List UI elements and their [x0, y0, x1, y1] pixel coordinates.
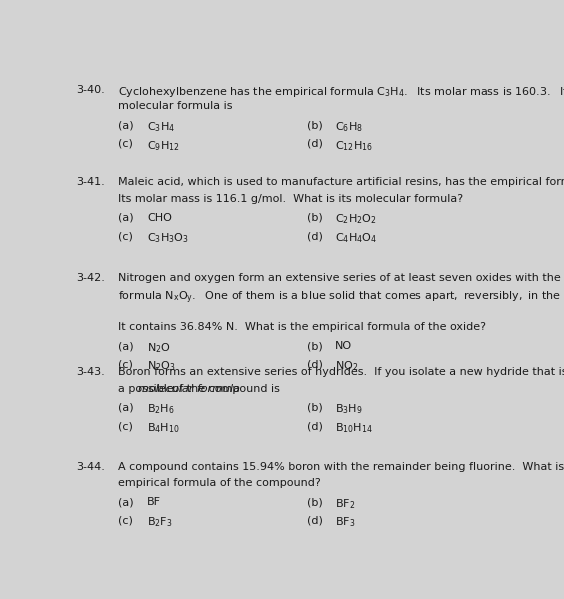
Text: 3-40.: 3-40. — [76, 85, 104, 95]
Text: Nitrogen and oxygen form an extensive series of at least seven oxides with the g: Nitrogen and oxygen form an extensive se… — [118, 273, 564, 283]
Text: Its molar mass is 116.1 g/mol.  What is its molecular formula?: Its molar mass is 116.1 g/mol. What is i… — [118, 193, 463, 204]
Text: (d): (d) — [307, 516, 323, 525]
Text: (a): (a) — [118, 120, 133, 131]
Text: $\mathregular{C}_{\mathregular{3}}\mathregular{H}_{\mathregular{4}}$: $\mathregular{C}_{\mathregular{3}}\mathr… — [147, 120, 175, 134]
Text: (b): (b) — [307, 497, 322, 507]
Text: $\mathregular{NO}_{\mathregular{2}}$: $\mathregular{NO}_{\mathregular{2}}$ — [335, 359, 358, 374]
Text: (b): (b) — [307, 120, 322, 131]
Text: (d): (d) — [307, 231, 323, 241]
Text: $\mathregular{B}_{\mathregular{2}}\mathregular{F}_{\mathregular{3}}$: $\mathregular{B}_{\mathregular{2}}\mathr… — [147, 516, 173, 530]
Text: $\mathregular{C}_{\mathregular{9}}\mathregular{H}_{\mathregular{12}}$: $\mathregular{C}_{\mathregular{9}}\mathr… — [147, 139, 180, 153]
Text: A compound contains 15.94% boron with the remainder being fluorine.  What is the: A compound contains 15.94% boron with th… — [118, 462, 564, 471]
Text: $\mathregular{BF}_{\mathregular{2}}$: $\mathregular{BF}_{\mathregular{2}}$ — [335, 497, 355, 511]
Text: (d): (d) — [307, 139, 323, 149]
Text: (a): (a) — [118, 403, 133, 413]
Text: molecular formula: molecular formula — [138, 384, 240, 394]
Text: (d): (d) — [307, 421, 323, 431]
Text: 3-41.: 3-41. — [76, 177, 104, 187]
Text: $\mathregular{formula\ N}_{\mathregular{x}}\mathregular{O}_{\mathregular{y}}\mat: $\mathregular{formula\ N}_{\mathregular{… — [118, 289, 564, 305]
Text: (a): (a) — [118, 341, 133, 351]
Text: $\mathregular{C}_{\mathregular{3}}\mathregular{H}_{\mathregular{3}}\mathregular{: $\mathregular{C}_{\mathregular{3}}\mathr… — [147, 231, 189, 245]
Text: $\mathregular{C}_{\mathregular{4}}\mathregular{H}_{\mathregular{4}}\mathregular{: $\mathregular{C}_{\mathregular{4}}\mathr… — [335, 231, 377, 245]
Text: a possible: a possible — [118, 384, 177, 394]
Text: CHO: CHO — [147, 213, 172, 223]
Text: molecular formula is: molecular formula is — [118, 101, 232, 111]
Text: (c): (c) — [118, 139, 133, 149]
Text: (c): (c) — [118, 359, 133, 370]
Text: Boron forms an extensive series of hydrides.  If you isolate a new hydride that : Boron forms an extensive series of hydri… — [118, 367, 564, 377]
Text: 3-44.: 3-44. — [76, 462, 104, 471]
Text: (c): (c) — [118, 516, 133, 525]
Text: (a): (a) — [118, 497, 133, 507]
Text: $\mathregular{C}_{\mathregular{12}}\mathregular{H}_{\mathregular{16}}$: $\mathregular{C}_{\mathregular{12}}\math… — [335, 139, 373, 153]
Text: $\mathregular{C}_{\mathregular{2}}\mathregular{H}_{\mathregular{2}}\mathregular{: $\mathregular{C}_{\mathregular{2}}\mathr… — [335, 213, 377, 226]
Text: $\mathregular{N}_{\mathregular{2}}\mathregular{O}_{\mathregular{3}}$: $\mathregular{N}_{\mathregular{2}}\mathr… — [147, 359, 176, 374]
Text: (c): (c) — [118, 231, 133, 241]
Text: (b): (b) — [307, 213, 322, 223]
Text: Maleic acid, which is used to manufacture artificial resins, has the empirical f: Maleic acid, which is used to manufactur… — [118, 177, 564, 187]
Text: $\mathregular{B}_{\mathregular{2}}\mathregular{H}_{\mathregular{6}}$: $\mathregular{B}_{\mathregular{2}}\mathr… — [147, 403, 175, 416]
Text: $\mathregular{B}_{\mathregular{3}}\mathregular{H}_{\mathregular{9}}$: $\mathregular{B}_{\mathregular{3}}\mathr… — [335, 403, 363, 416]
Text: of the compound is: of the compound is — [169, 384, 280, 394]
Text: empirical formula of the compound?: empirical formula of the compound? — [118, 478, 320, 488]
Text: $\mathregular{BF}_{\mathregular{3}}$: $\mathregular{BF}_{\mathregular{3}}$ — [335, 516, 355, 530]
Text: $\mathregular{B}_{\mathregular{10}}\mathregular{H}_{\mathregular{14}}$: $\mathregular{B}_{\mathregular{10}}\math… — [335, 421, 373, 435]
Text: $\mathregular{N}_{\mathregular{2}}\mathregular{O}$: $\mathregular{N}_{\mathregular{2}}\mathr… — [147, 341, 171, 355]
Text: 3-42.: 3-42. — [76, 273, 104, 283]
Text: $\mathregular{B}_{\mathregular{4}}\mathregular{H}_{\mathregular{10}}$: $\mathregular{B}_{\mathregular{4}}\mathr… — [147, 421, 180, 435]
Text: 3-43.: 3-43. — [76, 367, 104, 377]
Text: BF: BF — [147, 497, 161, 507]
Text: (d): (d) — [307, 359, 323, 370]
Text: $\mathregular{Cyclohexylbenzene\ has\ the\ empirical\ formula\ C}_{\mathregular{: $\mathregular{Cyclohexylbenzene\ has\ th… — [118, 85, 564, 99]
Text: (b): (b) — [307, 403, 322, 413]
Text: $\mathregular{C}_{\mathregular{6}}\mathregular{H}_{\mathregular{8}}$: $\mathregular{C}_{\mathregular{6}}\mathr… — [335, 120, 363, 134]
Text: (b): (b) — [307, 341, 322, 351]
Text: It contains 36.84% N.  What is the empirical formula of the oxide?: It contains 36.84% N. What is the empiri… — [118, 322, 486, 332]
Text: NO: NO — [335, 341, 352, 351]
Text: (a): (a) — [118, 213, 133, 223]
Text: (c): (c) — [118, 421, 133, 431]
